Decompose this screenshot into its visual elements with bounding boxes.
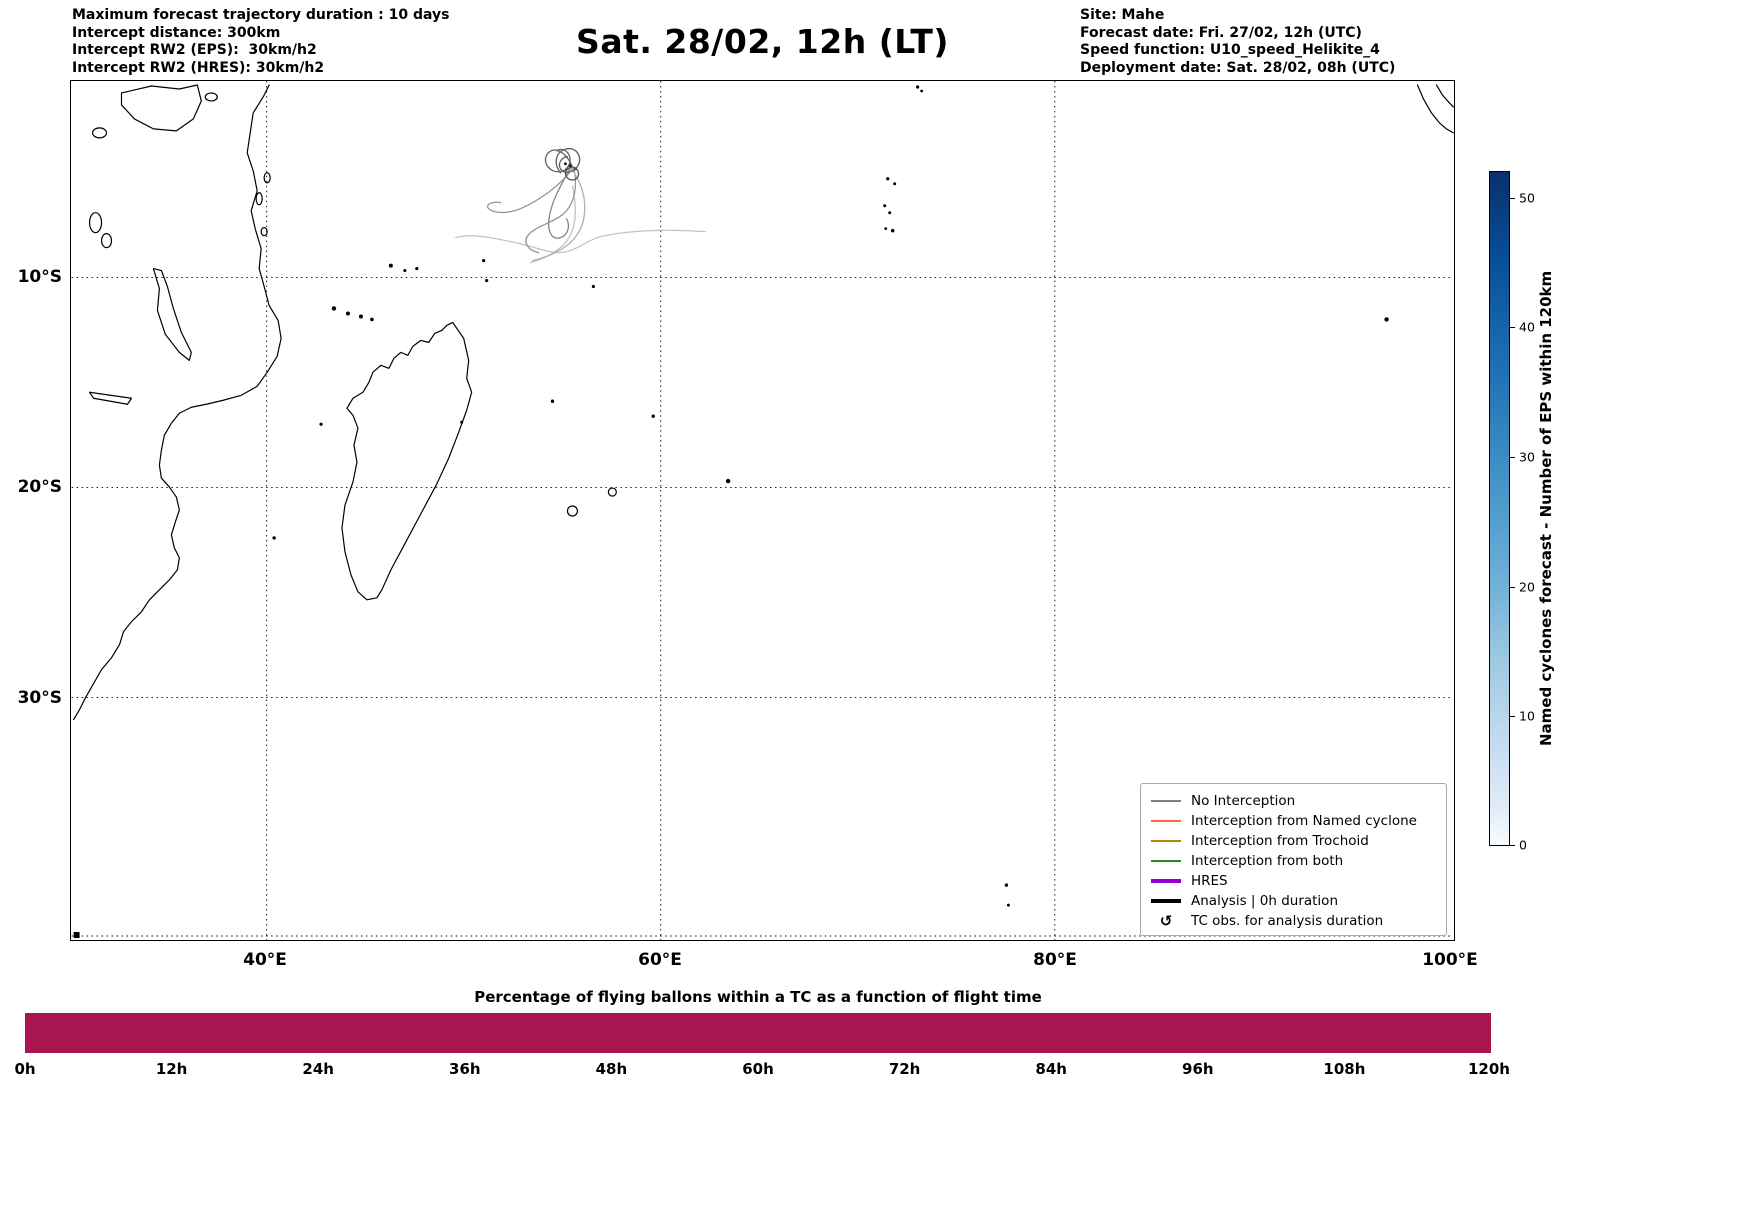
legend-row-trochoid: Interception from Trochoid xyxy=(1151,831,1436,851)
bottom-xtick-120h: 120h xyxy=(1468,1060,1510,1078)
colorbar-tick-40: 40 xyxy=(1519,319,1535,335)
colorbar-tickmark xyxy=(1510,716,1515,717)
coastlines xyxy=(73,84,1454,721)
legend-line-hres xyxy=(1151,879,1181,883)
legend-line-trochoid xyxy=(1151,840,1181,842)
map-legend: No Interception Interception from Named … xyxy=(1140,783,1447,936)
balloon-trajectories xyxy=(455,147,706,264)
bottom-xtick-96h: 96h xyxy=(1182,1060,1214,1078)
tc-obs-marker-icon: ↺ xyxy=(1159,911,1173,930)
header-left-line1: Maximum forecast trajectory duration : 1… xyxy=(72,7,450,23)
legend-line-no-interception xyxy=(1151,800,1181,802)
bottom-xtick-72h: 72h xyxy=(888,1060,921,1078)
bottom-xtick-108h: 108h xyxy=(1323,1060,1366,1078)
legend-row-hres: HRES xyxy=(1151,871,1436,891)
colorbar xyxy=(1489,171,1510,846)
colorbar-tickmark xyxy=(1510,457,1515,458)
colorbar-tickmark xyxy=(1510,587,1515,588)
colorbar-tickmark xyxy=(1510,198,1515,199)
legend-row-no-interception: No Interception xyxy=(1151,791,1436,811)
map-canvas xyxy=(71,81,1454,940)
legend-label-no-interception: No Interception xyxy=(1191,793,1296,809)
legend-row-analysis: Analysis | 0h duration xyxy=(1151,891,1436,911)
trajectory-knot-2 xyxy=(564,166,580,181)
colorbar-tickmark xyxy=(1510,327,1515,328)
colorbar-tick-30: 30 xyxy=(1519,449,1535,465)
colorbar-tick-20: 20 xyxy=(1519,579,1535,595)
legend-line-named-cyclone xyxy=(1151,820,1181,822)
header-left-line3: Intercept RW2 (EPS): 30km/h2 xyxy=(72,42,317,58)
ytick-30s: 30°S xyxy=(17,688,62,708)
bottom-chart-bar xyxy=(25,1013,1491,1053)
trajectory-arc-light xyxy=(531,168,586,262)
trajectory-west xyxy=(487,168,574,214)
colorbar-tick-10: 10 xyxy=(1519,708,1535,724)
legend-row-named-cyclone: Interception from Named cyclone xyxy=(1151,811,1436,831)
ytick-20s: 20°S xyxy=(17,477,62,497)
bottom-xtick-84h: 84h xyxy=(1035,1060,1067,1078)
bottom-xtick-48h: 48h xyxy=(595,1060,628,1078)
xtick-40e: 40°E xyxy=(243,950,287,970)
header-right-line3: Speed function: U10_speed_Helikite_4 xyxy=(1080,42,1380,58)
colorbar-tick-0: 0 xyxy=(1519,837,1527,853)
legend-row-both: Interception from both xyxy=(1151,851,1436,871)
legend-label-analysis: Analysis | 0h duration xyxy=(1191,893,1338,909)
legend-line-analysis xyxy=(1151,899,1181,903)
bottom-xtick-24h: 24h xyxy=(302,1060,334,1078)
bottom-xtick-12h: 12h xyxy=(155,1060,188,1078)
bottom-xtick-0h: 0h xyxy=(14,1060,36,1078)
trajectory-knot-1 xyxy=(555,147,581,174)
header-right-line2: Forecast date: Fri. 27/02, 12h (UTC) xyxy=(1080,24,1362,41)
header-left-block: Maximum forecast trajectory duration : 1… xyxy=(72,7,449,77)
colorbar-tick-50: 50 xyxy=(1519,190,1535,206)
legend-row-tc-obs: ↺ TC obs. for analysis duration xyxy=(1151,911,1436,931)
xtick-100e: 100°E xyxy=(1422,950,1478,970)
legend-label-tc-obs: TC obs. for analysis duration xyxy=(1191,913,1384,929)
xtick-60e: 60°E xyxy=(638,950,682,970)
header-right-block: Site: Mahe Forecast date: Fri. 27/02, 12… xyxy=(1080,7,1395,77)
header-right-line4: Deployment date: Sat. 28/02, 08h (UTC) xyxy=(1080,59,1396,76)
colorbar-tickmark xyxy=(1510,845,1515,846)
header-left-line2: Intercept distance: 300km xyxy=(72,24,281,41)
trajectory-east-light xyxy=(455,229,706,254)
xtick-80e: 80°E xyxy=(1033,950,1077,970)
legend-label-both: Interception from both xyxy=(1191,853,1344,869)
ytick-10s: 10°S xyxy=(17,267,62,287)
trajectory-south xyxy=(548,167,572,239)
bottom-xtick-60h: 60h xyxy=(742,1060,774,1078)
bottom-xtick-36h: 36h xyxy=(449,1060,481,1078)
graticule xyxy=(71,81,1454,940)
legend-label-trochoid: Interception from Trochoid xyxy=(1191,833,1369,849)
legend-label-hres: HRES xyxy=(1191,873,1228,889)
bottom-chart-title: Percentage of flying ballons within a TC… xyxy=(474,988,1042,1006)
legend-line-both xyxy=(1151,860,1181,862)
figure-title: Sat. 28/02, 12h (LT) xyxy=(576,22,949,61)
legend-label-named-cyclone: Interception from Named cyclone xyxy=(1191,813,1417,829)
trajectory-southwest xyxy=(525,167,577,254)
header-right-line1: Site: Mahe xyxy=(1080,7,1165,23)
header-left-line4: Intercept RW2 (HRES): 30km/h2 xyxy=(72,59,325,76)
colorbar-axis-label: Named cyclones forecast - Number of EPS … xyxy=(1537,270,1555,747)
